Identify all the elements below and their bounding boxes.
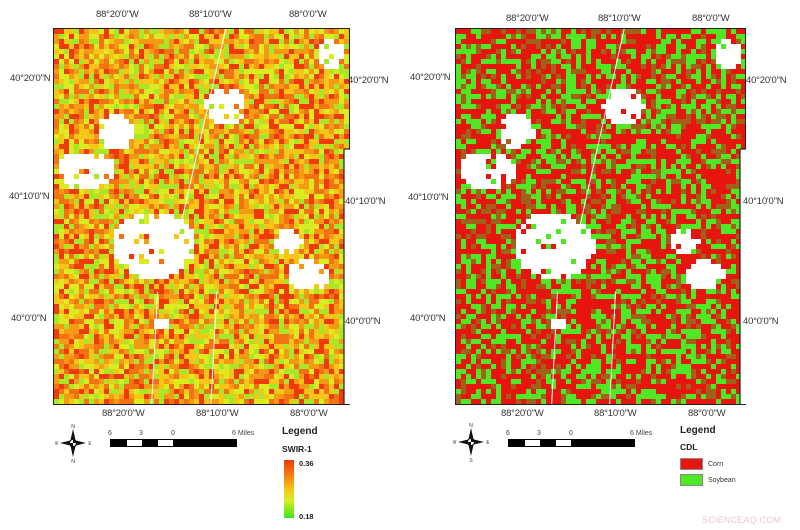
top-lon-label: 88°0'0"W bbox=[289, 9, 327, 20]
right-lat-label: 40°0'0"N bbox=[743, 316, 779, 327]
cdl-legend: Legend CDL Corn Soybean bbox=[680, 425, 736, 486]
swir1-color-ramp bbox=[284, 460, 294, 518]
left-lat-label: 40°0'0"N bbox=[410, 313, 446, 324]
left-lat-label: 40°20'0"N bbox=[10, 73, 51, 84]
swir1-raster-map bbox=[53, 28, 350, 405]
compass-rose-icon: N S W E bbox=[452, 423, 491, 464]
top-lon-label: 88°10'0"W bbox=[189, 9, 232, 20]
right-lat-label: 40°20'0"N bbox=[348, 75, 389, 86]
legend-class-corn: Corn bbox=[680, 458, 736, 470]
top-lon-label: 88°0'0"W bbox=[692, 13, 730, 24]
bottom-lon-label: 88°20'0"W bbox=[501, 408, 544, 419]
swir1-legend: Legend SWIR-1 0.36 0.18 bbox=[282, 426, 318, 521]
watermark: SCIENCEAQ.COM bbox=[702, 515, 782, 525]
scale-label: 6 bbox=[108, 430, 112, 437]
scale-label: 0 bbox=[569, 430, 573, 437]
svg-text:N: N bbox=[71, 459, 75, 463]
right-lat-label: 40°20'0"N bbox=[746, 75, 787, 86]
right-lat-label: 40°0'0"N bbox=[345, 316, 381, 327]
top-lon-label: 88°20'0"W bbox=[506, 13, 549, 24]
legend-class-soybean: Soybean bbox=[680, 474, 736, 486]
county-boundary-segment bbox=[745, 29, 746, 149]
scale-label: 3 bbox=[139, 430, 143, 437]
scale-label: 6 bbox=[506, 430, 510, 437]
legend-title: Legend bbox=[282, 426, 318, 437]
bottom-lon-label: 88°10'0"W bbox=[196, 408, 239, 419]
left-lat-label: 40°10'0"N bbox=[408, 192, 449, 203]
swir1-map-panel: 88°20'0"W 88°10'0"W 88°0'0"W 88°20'0"W 8… bbox=[9, 9, 389, 521]
left-lat-label: 40°20'0"N bbox=[410, 72, 451, 83]
top-lon-label: 88°20'0"W bbox=[96, 9, 139, 20]
left-lat-label: 40°0'0"N bbox=[11, 313, 47, 324]
legend-layer-name: CDL bbox=[680, 442, 698, 452]
svg-text:E: E bbox=[88, 441, 91, 447]
compass-rose-icon: N N W E bbox=[54, 424, 93, 465]
cdl-raster-map bbox=[455, 28, 746, 405]
corn-swatch bbox=[680, 458, 703, 470]
ramp-max-label: 0.36 bbox=[299, 459, 314, 468]
soybean-label: Soybean bbox=[708, 476, 736, 484]
legend-layer-name: SWIR-1 bbox=[282, 444, 312, 454]
bottom-lon-label: 88°20'0"W bbox=[102, 408, 145, 419]
svg-text:W: W bbox=[55, 441, 59, 447]
ramp-min-label: 0.18 bbox=[299, 512, 314, 521]
corn-label: Corn bbox=[708, 460, 724, 468]
svg-text:N: N bbox=[71, 424, 75, 430]
north-arrow-compass: N S W E bbox=[452, 422, 491, 464]
left-lat-label: 40°10'0"N bbox=[9, 191, 50, 202]
right-lat-label: 40°10'0"N bbox=[743, 196, 784, 207]
bottom-lon-label: 88°0'0"W bbox=[688, 408, 726, 419]
soybean-swatch bbox=[680, 474, 703, 486]
bottom-lon-label: 88°10'0"W bbox=[594, 408, 637, 419]
scale-label: 0 bbox=[171, 430, 175, 437]
right-lat-label: 40°10'0"N bbox=[345, 196, 386, 207]
cdl-map-panel: 88°20'0"W 88°10'0"W 88°0'0"W 88°20'0"W 8… bbox=[408, 13, 787, 486]
bottom-lon-label: 88°0'0"W bbox=[290, 408, 328, 419]
legend-title: Legend bbox=[680, 425, 716, 436]
north-arrow-compass: N N W E bbox=[54, 423, 93, 465]
scale-label: 6 Miles bbox=[630, 430, 653, 437]
scale-label: 3 bbox=[537, 430, 541, 437]
scale-label: 6 Miles bbox=[232, 430, 255, 437]
county-boundary-segment bbox=[349, 29, 350, 149]
top-lon-label: 88°10'0"W bbox=[598, 13, 641, 24]
